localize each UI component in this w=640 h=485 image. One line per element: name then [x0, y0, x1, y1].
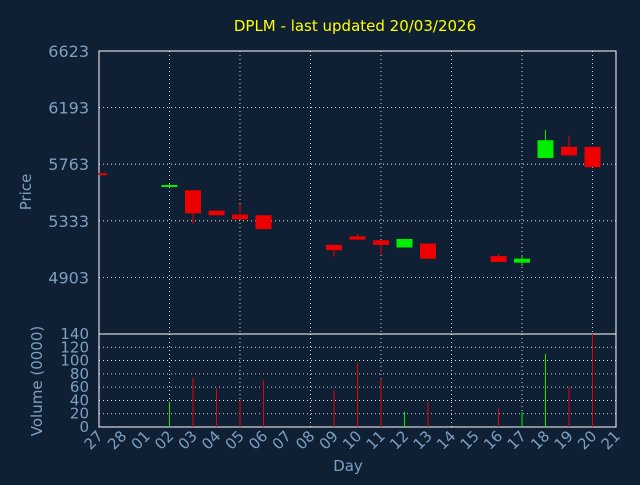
volume-tick-label: 20 — [70, 405, 89, 423]
price-axis-label: Price — [17, 174, 35, 211]
candle-body — [537, 140, 554, 159]
candle-body — [561, 146, 577, 156]
candle-body — [326, 244, 342, 251]
candle-body — [420, 243, 436, 259]
candle-body — [161, 184, 178, 187]
volume-tick-label: 80 — [70, 365, 89, 383]
price-panel: 6623 6193 5763 5333 4903 — [48, 42, 617, 335]
candle-body — [584, 146, 601, 168]
volume-tick-label: 100 — [60, 352, 89, 370]
x-axis-label: Day — [333, 457, 363, 475]
candle-body — [373, 240, 389, 245]
chart-title: DPLM - last updated 20/03/2026 — [234, 17, 476, 35]
price-tick-label: 6623 — [48, 42, 89, 61]
volume-tick-label: 0 — [79, 418, 89, 436]
candle-body — [490, 256, 507, 262]
candle-body — [185, 190, 201, 214]
volume-tick-label: 60 — [70, 378, 89, 396]
candle-body — [99, 173, 107, 176]
volume-tick-label: 40 — [70, 391, 89, 409]
candle-body — [208, 210, 225, 216]
price-tick-label: 4903 — [48, 268, 89, 287]
candle-body — [349, 236, 366, 240]
price-tick-label: 5333 — [48, 212, 89, 231]
volume-tick-label: 140 — [60, 325, 89, 343]
candle-body — [255, 215, 272, 230]
candle-body — [514, 258, 530, 263]
candle-body — [396, 238, 413, 248]
price-tick-label: 5763 — [48, 155, 89, 174]
price-tick-label: 6193 — [48, 99, 89, 118]
volume-axis-label: Volume (0000) — [28, 326, 46, 436]
volume-tick-label: 120 — [60, 338, 89, 356]
candle-body — [232, 214, 248, 220]
x-axis: 2728010203040506070809101112131415161718… — [81, 427, 624, 453]
